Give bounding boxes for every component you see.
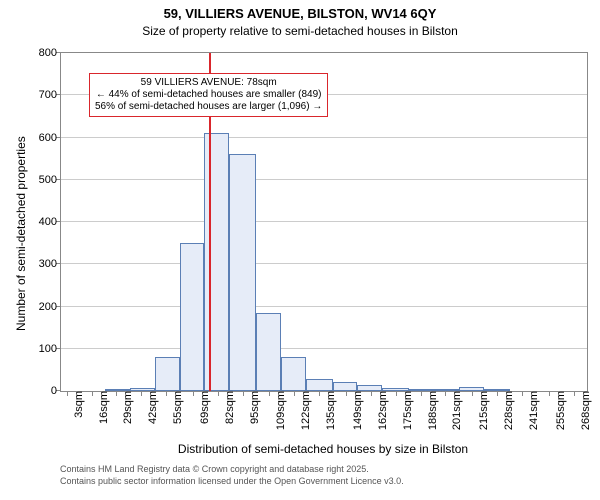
x-tick-label: 215sqm bbox=[476, 391, 490, 430]
x-tick-mark bbox=[445, 391, 446, 396]
x-tick-label: 82sqm bbox=[222, 391, 236, 424]
x-tick-label: 122sqm bbox=[298, 391, 312, 430]
chart-title: 59, VILLIERS AVENUE, BILSTON, WV14 6QY bbox=[0, 6, 600, 21]
y-tick-label: 400 bbox=[17, 216, 61, 228]
x-tick-mark bbox=[67, 391, 68, 396]
y-tick-label: 0 bbox=[17, 385, 61, 397]
x-tick-mark bbox=[116, 391, 117, 396]
histogram-bar bbox=[180, 243, 205, 391]
histogram-bar bbox=[306, 379, 333, 391]
gridline bbox=[61, 221, 587, 222]
x-tick-label: 268sqm bbox=[578, 391, 592, 430]
histogram-bar bbox=[204, 133, 229, 391]
y-tick-label: 700 bbox=[17, 89, 61, 101]
x-tick-mark bbox=[218, 391, 219, 396]
footer-line-2: Contains public sector information licen… bbox=[60, 476, 404, 486]
x-tick-mark bbox=[92, 391, 93, 396]
x-tick-mark bbox=[549, 391, 550, 396]
x-tick-label: 3sqm bbox=[71, 391, 85, 418]
x-tick-label: 16sqm bbox=[96, 391, 110, 424]
chart-container: 59, VILLIERS AVENUE, BILSTON, WV14 6QY S… bbox=[0, 0, 600, 500]
x-tick-label: 135sqm bbox=[323, 391, 337, 430]
x-tick-label: 42sqm bbox=[145, 391, 159, 424]
x-tick-label: 241sqm bbox=[526, 391, 540, 430]
x-tick-mark bbox=[243, 391, 244, 396]
x-tick-label: 175sqm bbox=[400, 391, 414, 430]
x-tick-mark bbox=[166, 391, 167, 396]
x-tick-mark bbox=[574, 391, 575, 396]
annotation-box: 59 VILLIERS AVENUE: 78sqm← 44% of semi-d… bbox=[89, 73, 328, 117]
x-tick-mark bbox=[497, 391, 498, 396]
x-tick-mark bbox=[421, 391, 422, 396]
gridline bbox=[61, 263, 587, 264]
x-tick-label: 162sqm bbox=[375, 391, 389, 430]
x-tick-mark bbox=[193, 391, 194, 396]
x-tick-label: 109sqm bbox=[273, 391, 287, 430]
x-tick-label: 228sqm bbox=[501, 391, 515, 430]
y-tick-label: 600 bbox=[17, 132, 61, 144]
x-tick-mark bbox=[396, 391, 397, 396]
y-tick-label: 800 bbox=[17, 47, 61, 59]
histogram-bar bbox=[155, 357, 180, 391]
x-tick-label: 95sqm bbox=[247, 391, 261, 424]
histogram-bar bbox=[281, 357, 306, 391]
x-tick-label: 201sqm bbox=[449, 391, 463, 430]
x-tick-mark bbox=[141, 391, 142, 396]
annotation-line-1: 59 VILLIERS AVENUE: 78sqm bbox=[95, 77, 322, 89]
chart-subtitle: Size of property relative to semi-detach… bbox=[0, 24, 600, 38]
y-tick-label: 100 bbox=[17, 343, 61, 355]
histogram-bar bbox=[256, 313, 281, 391]
gridline bbox=[61, 137, 587, 138]
x-tick-mark bbox=[294, 391, 295, 396]
x-tick-label: 149sqm bbox=[350, 391, 364, 430]
x-tick-label: 29sqm bbox=[120, 391, 134, 424]
histogram-bar bbox=[333, 382, 358, 391]
gridline bbox=[61, 179, 587, 180]
annotation-line-2: ← 44% of semi-detached houses are smalle… bbox=[95, 89, 322, 101]
gridline bbox=[61, 348, 587, 349]
x-tick-mark bbox=[522, 391, 523, 396]
x-tick-mark bbox=[472, 391, 473, 396]
x-tick-mark bbox=[269, 391, 270, 396]
x-tick-mark bbox=[371, 391, 372, 396]
histogram-bar bbox=[229, 154, 256, 391]
x-tick-mark bbox=[346, 391, 347, 396]
y-tick-label: 200 bbox=[17, 301, 61, 313]
x-tick-label: 255sqm bbox=[553, 391, 567, 430]
annotation-line-3: 56% of semi-detached houses are larger (… bbox=[95, 101, 322, 113]
x-tick-label: 55sqm bbox=[170, 391, 184, 424]
footer-line-1: Contains HM Land Registry data © Crown c… bbox=[60, 464, 369, 474]
gridline bbox=[61, 306, 587, 307]
x-tick-label: 188sqm bbox=[425, 391, 439, 430]
plot-area: 010020030040050060070080059 VILLIERS AVE… bbox=[60, 52, 588, 392]
y-tick-label: 500 bbox=[17, 174, 61, 186]
x-tick-label: 69sqm bbox=[197, 391, 211, 424]
y-tick-label: 300 bbox=[17, 258, 61, 270]
x-axis-label: Distribution of semi-detached houses by … bbox=[60, 442, 586, 456]
x-tick-mark bbox=[319, 391, 320, 396]
